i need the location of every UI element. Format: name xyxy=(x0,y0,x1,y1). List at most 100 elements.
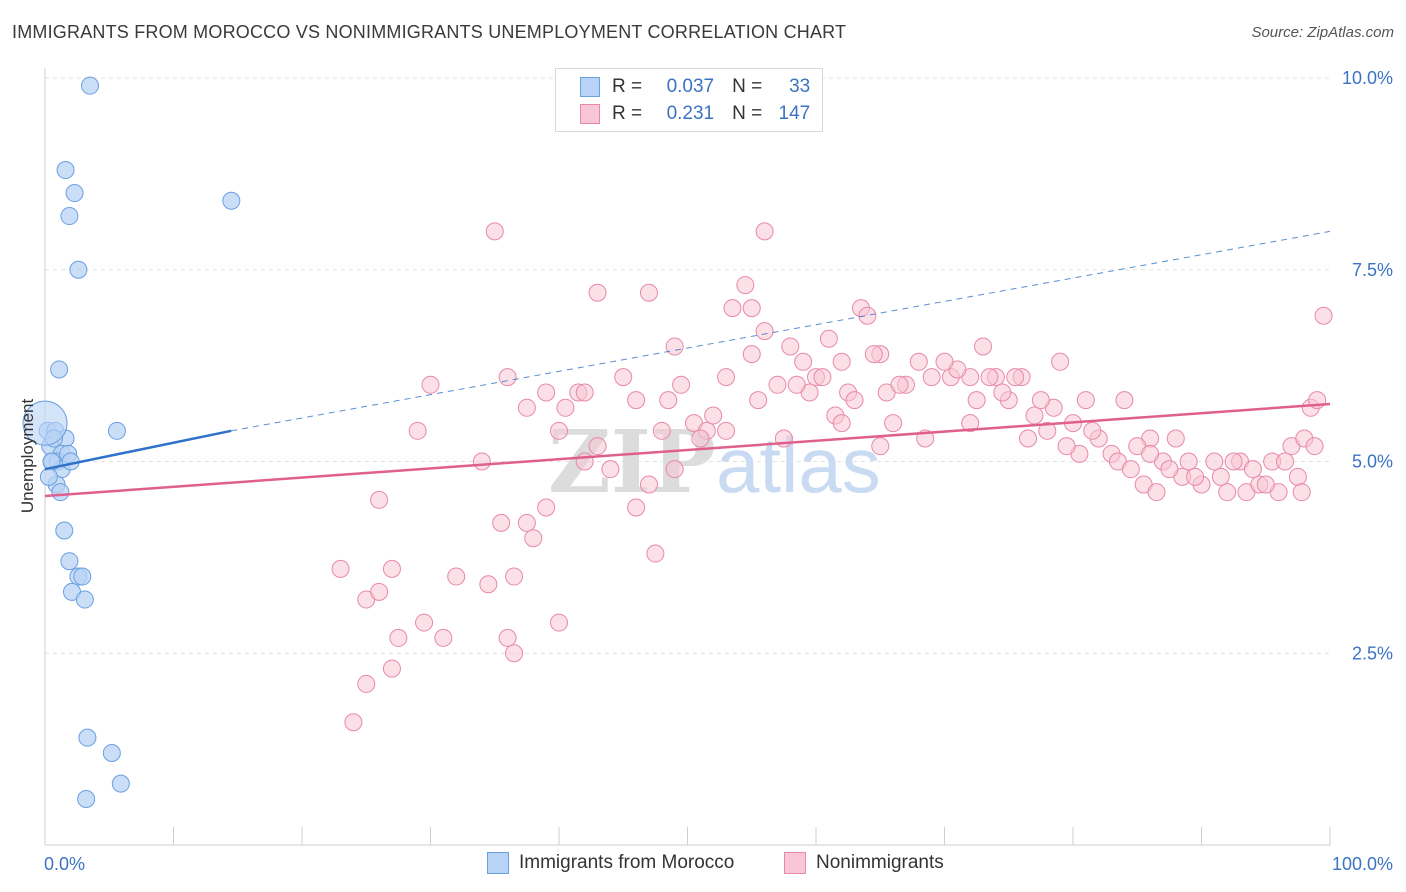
legend-row-morocco: R = 0.037 N = 33 xyxy=(580,74,810,100)
grid-lines xyxy=(45,77,1330,654)
nonimmigrants-point xyxy=(742,299,761,318)
nonimmigrants-point xyxy=(357,674,376,693)
nonimmigrants-point xyxy=(601,460,620,479)
nonimmigrants-point xyxy=(588,437,607,456)
nonimmigrants-point xyxy=(922,368,941,387)
nonimmigrants-point xyxy=(871,437,890,456)
legend-swatch-nonimmigrants xyxy=(580,104,600,124)
y-tick-label: 5.0% xyxy=(1352,452,1393,472)
series-legend: Immigrants from Morocco Nonimmigrants xyxy=(0,852,1406,878)
nonimmigrants-point xyxy=(1288,467,1307,486)
nonimmigrants-point xyxy=(370,490,389,509)
y-tick-labels: 2.5% 5.0% 7.5% 10.0% xyxy=(1342,68,1393,663)
x-tick-label: 100.0% xyxy=(1332,854,1393,874)
nonimmigrants-point xyxy=(639,283,658,302)
nonimmigrants-point xyxy=(819,329,838,348)
nonimmigrants-point xyxy=(704,406,723,425)
nonimmigrants-point xyxy=(1292,483,1311,502)
morocco-point xyxy=(51,483,70,502)
nonimmigrants-point xyxy=(742,345,761,364)
nonimmigrants-point xyxy=(575,383,594,402)
nonimmigrants-point xyxy=(627,391,646,410)
y-tick-label: 10.0% xyxy=(1342,68,1393,88)
nonimmigrants-point xyxy=(1243,460,1262,479)
nonimmigrants-point xyxy=(556,398,575,417)
morocco-point xyxy=(111,774,130,793)
nonimmigrants-point xyxy=(389,628,408,647)
nonimmigrants-point xyxy=(1115,391,1134,410)
series-swatch-nonimmigrants xyxy=(784,852,806,874)
morocco-point xyxy=(102,743,121,762)
legend-n-value: 33 xyxy=(789,76,811,97)
nonimmigrants-point xyxy=(1038,421,1057,440)
nonimmigrants-point xyxy=(659,391,678,410)
nonimmigrants-point xyxy=(1057,437,1076,456)
nonimmigrants-point xyxy=(479,575,498,594)
nonimmigrants-point xyxy=(498,628,517,647)
morocco-point xyxy=(73,567,92,586)
nonimmigrants-point xyxy=(665,460,684,479)
nonimmigrants-point xyxy=(550,421,568,440)
nonimmigrants-point xyxy=(1083,421,1102,440)
nonimmigrants-point xyxy=(1186,467,1205,486)
nonimmigrants-point xyxy=(1025,406,1044,425)
series-name-morocco: Immigrants from Morocco xyxy=(519,852,735,873)
nonimmigrants-point xyxy=(832,414,851,433)
nonimmigrants-point xyxy=(415,613,434,632)
nonimmigrants-point xyxy=(858,306,877,325)
morocco-point xyxy=(50,360,69,379)
nonimmigrants-point xyxy=(382,559,401,578)
x-tick-labels: 0.0% 100.0% xyxy=(44,854,1393,874)
nonimmigrants-point xyxy=(961,414,980,433)
x-tick-label: 0.0% xyxy=(44,854,85,874)
nonimmigrants-point xyxy=(781,337,800,356)
nonimmigrants-point xyxy=(717,368,736,387)
chart-title: IMMIGRANTS FROM MOROCCO VS NONIMMIGRANTS… xyxy=(12,22,847,42)
morocco-point xyxy=(222,191,241,210)
legend-swatch-morocco xyxy=(580,77,600,97)
nonimmigrants-point xyxy=(787,375,806,394)
nonimmigrants-point xyxy=(1305,437,1324,456)
morocco-point xyxy=(22,400,68,446)
nonimmigrants-point xyxy=(884,414,903,433)
nonimmigrants-point xyxy=(524,529,543,548)
morocco-points xyxy=(22,76,241,808)
legend-row-nonimmigrants: R = 0.231 N = 147 xyxy=(580,101,810,127)
morocco-point xyxy=(80,76,99,95)
nonimmigrants-point xyxy=(382,659,401,678)
morocco-point xyxy=(55,521,74,540)
nonimmigrants-point xyxy=(1051,352,1070,371)
nonimmigrants-point xyxy=(1276,452,1295,471)
nonimmigrants-point xyxy=(434,628,453,647)
nonimmigrants-point xyxy=(864,345,883,364)
source-credit: Source: ZipAtlas.com xyxy=(1251,24,1394,41)
nonimmigrants-point xyxy=(588,283,607,302)
nonimmigrants-point xyxy=(537,498,556,517)
morocco-point xyxy=(60,207,79,226)
nonimmigrants-point xyxy=(768,375,787,394)
nonimmigrants-point xyxy=(498,368,517,387)
nonimmigrants-point xyxy=(537,383,556,402)
svg-text:atlas: atlas xyxy=(716,421,881,509)
nonimmigrants-point xyxy=(1141,444,1160,463)
nonimmigrants-point xyxy=(492,513,511,532)
nonimmigrants-point xyxy=(993,383,1012,402)
nonimmigrants-point xyxy=(749,391,768,410)
nonimmigrants-point xyxy=(665,337,684,356)
morocco-point xyxy=(107,421,126,440)
nonimmigrants-point xyxy=(575,452,594,471)
nonimmigrants-point xyxy=(1019,429,1038,448)
nonimmigrants-point xyxy=(421,375,440,394)
nonimmigrants-point xyxy=(755,322,774,341)
nonimmigrants-point xyxy=(1121,460,1140,479)
legend-r-value: 0.231 xyxy=(666,103,715,124)
nonimmigrants-points xyxy=(331,222,1333,732)
morocco-trend-extension xyxy=(231,230,1331,432)
nonimmigrants-point xyxy=(974,337,993,356)
legend-n-value: 147 xyxy=(778,103,811,124)
morocco-point xyxy=(69,260,88,279)
y-axis-label: Unemployment xyxy=(18,399,37,514)
nonimmigrants-point xyxy=(505,567,524,586)
nonimmigrants-point xyxy=(646,544,665,563)
